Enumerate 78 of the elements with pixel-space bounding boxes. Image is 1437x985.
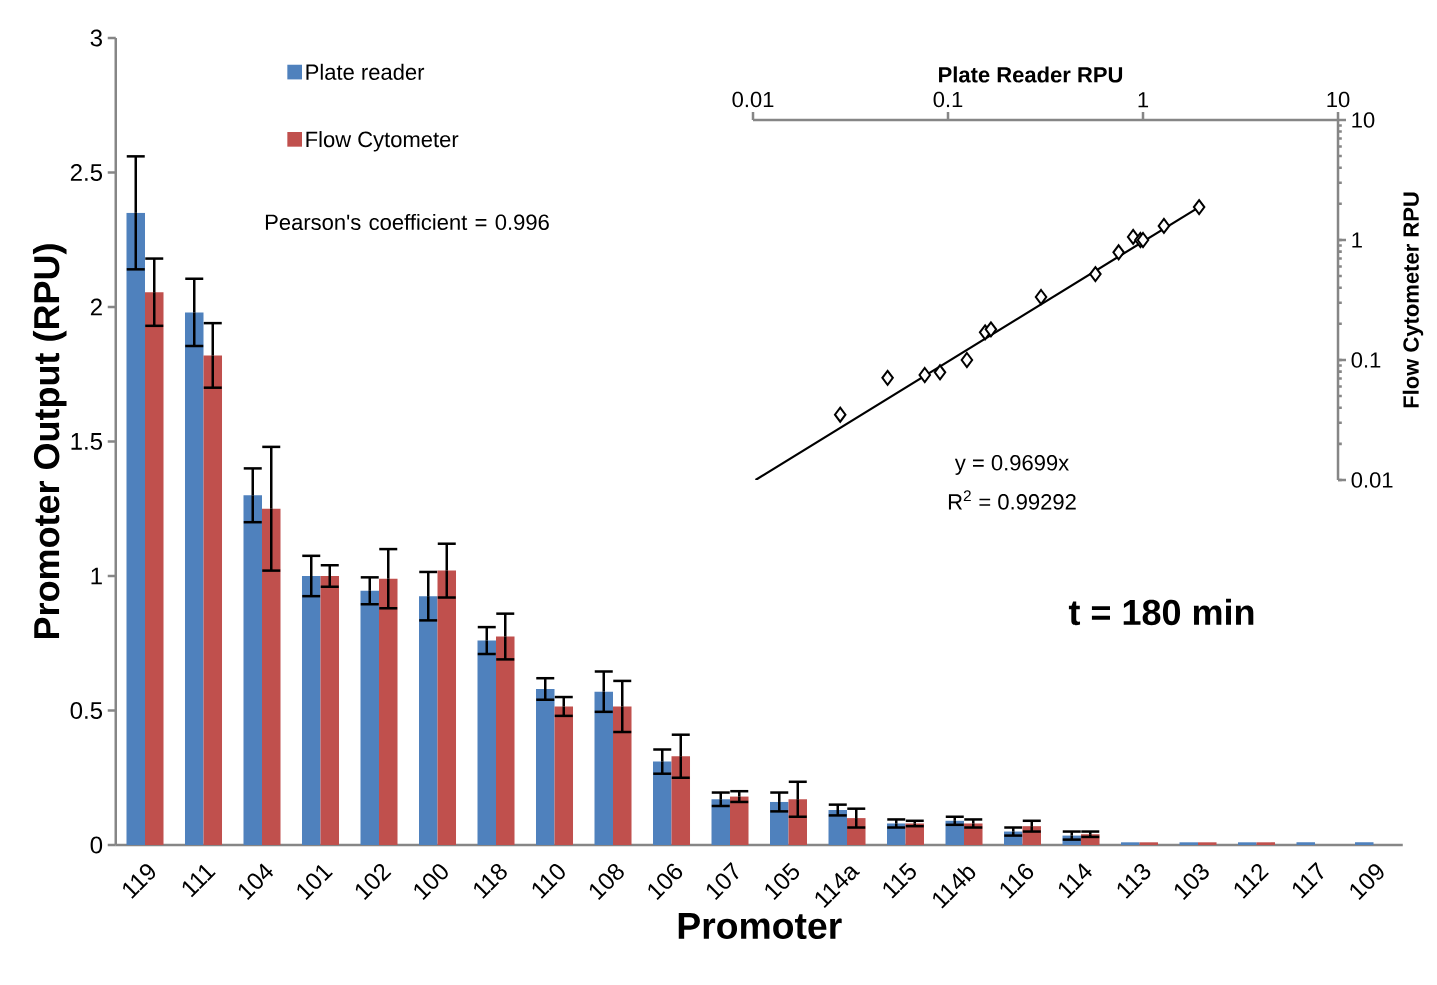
x-tick-label: 117: [1292, 861, 1324, 899]
x-tick-label: 116: [1000, 863, 1034, 899]
bar: [613, 706, 632, 845]
bar: [203, 355, 223, 845]
bar: [1198, 842, 1217, 845]
y-axis-title: Flow Cytometer RPU: [1402, 192, 1424, 408]
y-tick-label: 10: [1352, 112, 1375, 128]
bar: [360, 590, 380, 845]
y-tick-label: 2: [90, 298, 102, 316]
x-tick-label: 10: [1327, 91, 1350, 108]
y-tick-label: 2.5: [70, 163, 103, 181]
bar: [828, 810, 848, 845]
x-tick-label: 100: [414, 864, 448, 900]
bar: [1121, 842, 1140, 845]
y-tick-label: 3: [90, 29, 102, 47]
x-tick-label: 111: [182, 864, 216, 898]
x-tick-label: 109: [1350, 864, 1384, 900]
y-tick-label: 1: [91, 567, 102, 585]
bar: [788, 799, 808, 845]
x-tick-label: 114: [1058, 863, 1092, 899]
bar: [653, 761, 672, 845]
x-tick-label: 108: [589, 863, 624, 900]
bar: [711, 799, 731, 845]
annotation: R$^{2}$ = 0.99292: [948, 490, 1076, 510]
bar: [419, 596, 438, 845]
bar: [770, 801, 789, 845]
y-axis-title: Promoter Output (RPU): [32, 244, 67, 639]
y-tick-label: 0.1: [1351, 352, 1381, 368]
x-tick-label: 102: [355, 863, 392, 900]
bar: [730, 796, 749, 845]
x-tick-label: 112: [1234, 863, 1269, 899]
legend-label: Flow Cytometer: [306, 131, 459, 152]
bar: [302, 576, 321, 845]
bar: [437, 570, 457, 845]
bar: [554, 706, 574, 845]
bar: [379, 578, 398, 845]
bar: [477, 640, 497, 845]
x-tick-label: 106: [648, 863, 683, 900]
x-tick-label: 107: [706, 862, 739, 900]
bar: [1355, 842, 1374, 845]
bar: [1139, 842, 1159, 845]
x-tick-label: 119: [123, 864, 156, 899]
x-tick-label: 1: [1138, 92, 1149, 108]
bar: [1256, 842, 1276, 845]
annotation: Pearson's coefficient = 0.996: [265, 213, 549, 231]
bar: [671, 756, 691, 845]
bar: [320, 576, 340, 845]
bar: [594, 691, 614, 845]
legend-label: Plate reader: [306, 63, 425, 80]
bar: [145, 292, 164, 845]
x-tick-label: 113: [1117, 863, 1151, 899]
annotation: t = 180 min: [1068, 598, 1254, 626]
annotation: y = 0.9699x: [954, 455, 1069, 475]
x-axis-title: Promoter: [678, 913, 842, 940]
bar: [243, 495, 262, 845]
bar: [1238, 842, 1257, 845]
bar: [185, 312, 204, 845]
y-tick-label: 1.5: [71, 433, 103, 450]
x-tick-label: 118: [474, 863, 507, 899]
x-tick-label: 104: [238, 863, 274, 900]
x-tick-label: 101: [297, 864, 333, 900]
y-tick-label: 0: [90, 836, 103, 854]
y-tick-label: 0.5: [70, 701, 103, 719]
x-tick-label: 110: [532, 864, 565, 899]
y-tick-label: 1: [1352, 232, 1362, 248]
bar: [496, 636, 515, 845]
bar: [262, 508, 281, 845]
x-tick-label: 0.01: [732, 91, 774, 108]
bar: [1179, 842, 1199, 845]
x-tick-label: 0.1: [933, 91, 963, 108]
x-tick-label: 105: [765, 862, 800, 900]
x-tick-label: 103: [1174, 863, 1209, 900]
bar: [126, 212, 145, 845]
y-tick-label: 0.01: [1351, 472, 1393, 488]
bar: [536, 688, 555, 845]
x-axis-title: Plate Reader RPU: [939, 66, 1123, 83]
x-tick-label: 115: [883, 862, 916, 899]
bar: [1296, 842, 1316, 845]
